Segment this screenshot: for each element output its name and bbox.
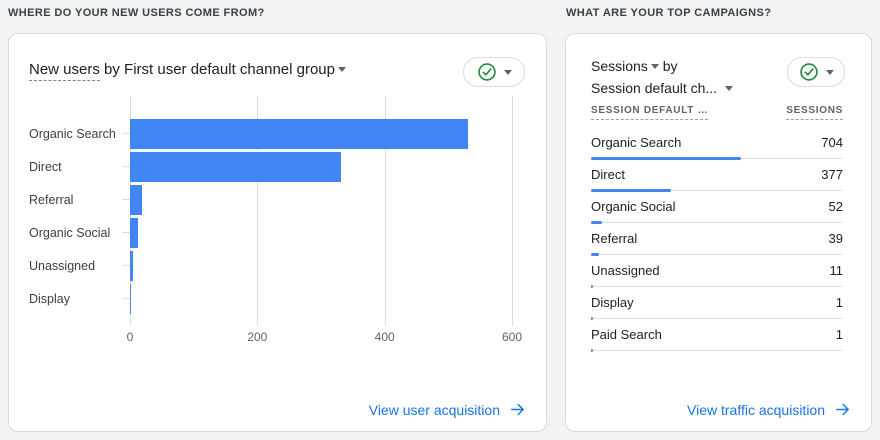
row-label: Referral (591, 231, 638, 246)
table-row: Organic Search 704 (591, 127, 843, 160)
metric-dropdown[interactable]: Sessions (591, 58, 659, 74)
table-row: Unassigned 11 (591, 255, 844, 288)
axis-tick-label: 600 (501, 330, 523, 344)
bar-category-label: Unassigned (29, 258, 96, 273)
row-value-bar (591, 317, 593, 320)
bar-category-label: Referral (29, 192, 74, 207)
axis-tick (122, 199, 130, 200)
data-quality-button[interactable] (463, 57, 525, 87)
axis-tick-label: 200 (247, 330, 268, 344)
row-value-bar (591, 221, 603, 224)
metric-name: Sessions (591, 58, 648, 74)
bar-chart: Organic Search Direct Referral Organic Soci… (29, 117, 532, 315)
axis-tick-label: 400 (374, 330, 395, 344)
bar-row: Referral (29, 183, 532, 216)
bar-category-label: Direct (29, 159, 62, 174)
axis-tick (122, 265, 130, 266)
row-value: 1 (835, 327, 843, 342)
chart-x-axis: 0 200 400 600 (126, 330, 522, 346)
chevron-down-icon (338, 67, 346, 72)
bar-category-label: Display (29, 291, 70, 306)
row-value: 11 (829, 263, 844, 278)
chevron-down-icon (825, 69, 834, 75)
table-row: Display 1 (591, 287, 843, 320)
right-section-header: WHAT ARE YOUR TOP CAMPAIGNS? (566, 7, 772, 19)
row-value: 39 (828, 231, 843, 246)
row-value-bar (591, 349, 593, 352)
table-row: Direct 377 (591, 159, 843, 192)
link-label: View traffic acquisition (687, 401, 825, 418)
dimension-name: Session default ch... (591, 80, 718, 96)
arrow-right-icon (836, 403, 849, 416)
row-value-bar (591, 285, 594, 288)
link-label: View user acquisition (368, 401, 500, 418)
row-value-bar (591, 253, 600, 256)
table-column-headers: SESSION DEFAULT … SESSIONS (591, 105, 843, 120)
grid-line (384, 96, 386, 326)
row-value-bar (591, 189, 672, 192)
dimension-dropdown[interactable]: Session default ch... (591, 80, 734, 96)
bar-row: Display (29, 282, 532, 315)
row-value: 704 (821, 135, 843, 150)
axis-tick (122, 166, 130, 167)
data-quality-button[interactable] (787, 57, 845, 87)
chevron-down-icon (725, 86, 734, 91)
row-label: Paid Search (591, 327, 662, 342)
check-circle-icon (799, 63, 818, 81)
bar (130, 151, 341, 182)
dimension-name: by First user default channel group (99, 61, 335, 78)
grid-line (257, 96, 259, 326)
row-label: Unassigned (591, 263, 660, 278)
bar (130, 217, 139, 248)
row-label: Display (591, 295, 634, 310)
bar (130, 184, 143, 215)
axis-tick (122, 298, 130, 299)
table-row: Referral 39 (591, 223, 843, 256)
row-label: Organic Social (591, 199, 676, 214)
table-row: Organic Social 52 (591, 191, 843, 224)
chevron-down-icon (503, 69, 512, 75)
sessions-table-title: Sessions by Session default ch... (591, 55, 734, 99)
new-users-chart-title-dropdown[interactable]: New users by First user default channel … (29, 61, 346, 81)
chevron-down-icon (650, 64, 659, 69)
bar (130, 250, 133, 281)
row-value: 52 (828, 199, 843, 214)
column-header-sessions[interactable]: SESSIONS (786, 105, 843, 120)
row-value-bar (591, 157, 741, 160)
row-value: 1 (835, 295, 843, 310)
grid-line (512, 96, 513, 326)
top-campaigns-card: Sessions by Session default ch... SESSIO… (565, 33, 872, 432)
bar-row: Unassigned (29, 249, 532, 282)
table-row: Paid Search 1 (591, 319, 843, 352)
axis-tick-label: 0 (126, 330, 134, 344)
bar (130, 283, 131, 314)
bar (130, 118, 469, 149)
bar-row: Direct (29, 150, 532, 183)
title-connector: by (662, 58, 678, 74)
bar-row: Organic Search (29, 117, 532, 150)
bar-category-label: Organic Search (29, 126, 116, 141)
column-header-dimension[interactable]: SESSION DEFAULT … (591, 105, 709, 120)
bar-row: Organic Social (29, 216, 532, 249)
axis-tick (122, 232, 130, 233)
bar-category-label: Organic Social (29, 225, 111, 240)
check-circle-icon (477, 63, 496, 81)
sessions-table: Organic Search 704 Direct 377 Organic Social… (591, 127, 844, 352)
view-user-acquisition-link[interactable]: View user acquisition (369, 401, 526, 418)
left-section-header: WHERE DO YOUR NEW USERS COME FROM? (8, 7, 265, 19)
row-label: Direct (591, 167, 625, 182)
axis-tick (122, 133, 130, 134)
view-traffic-acquisition-link[interactable]: View traffic acquisition (687, 401, 851, 418)
metric-name: New users (29, 61, 100, 81)
arrow-right-icon (511, 403, 524, 416)
row-value: 377 (821, 167, 843, 182)
row-label: Organic Search (591, 135, 682, 150)
new-users-card: New users by First user default channel … (8, 33, 547, 432)
